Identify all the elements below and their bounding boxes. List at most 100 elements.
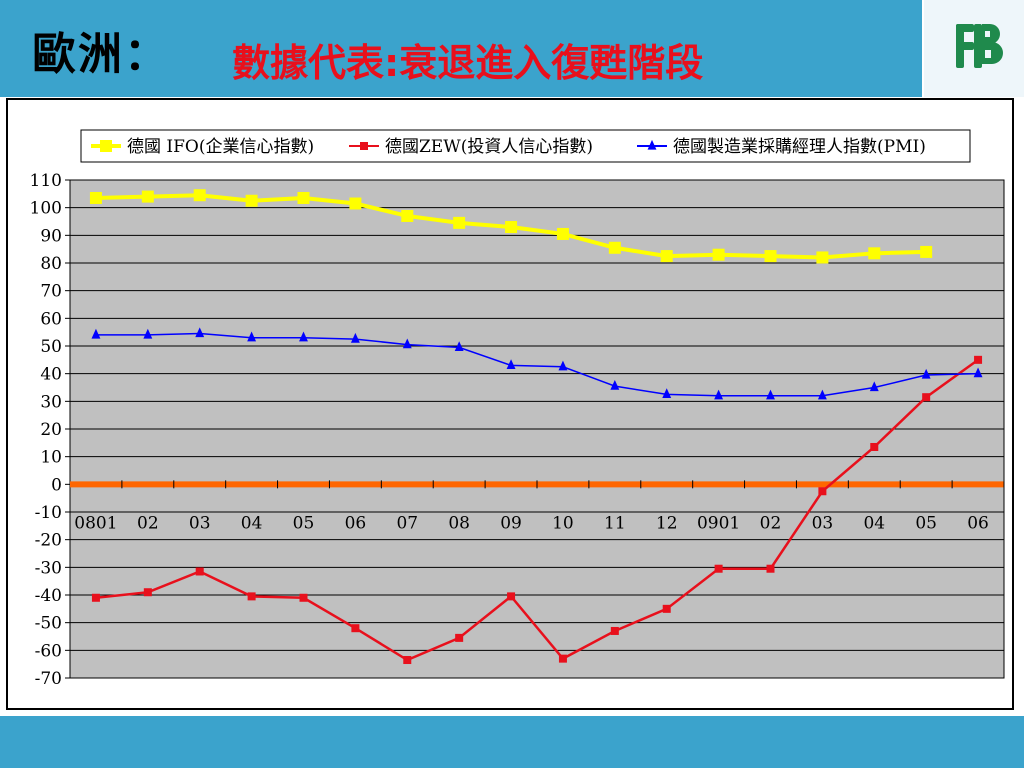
y-tick-label: -70 bbox=[35, 669, 62, 689]
data-point-marker bbox=[299, 593, 308, 602]
data-point-marker bbox=[297, 191, 310, 204]
data-point-marker bbox=[647, 139, 657, 150]
data-point-marker bbox=[660, 250, 673, 263]
data-point-marker bbox=[816, 251, 829, 264]
x-tick-label: 02 bbox=[760, 513, 782, 533]
data-point-marker bbox=[973, 367, 983, 378]
data-point-marker bbox=[247, 592, 256, 601]
y-tick-label: 30 bbox=[40, 392, 62, 412]
data-point-marker bbox=[89, 191, 102, 204]
data-point-marker bbox=[974, 355, 983, 364]
data-point-marker bbox=[455, 633, 464, 642]
data-point-marker bbox=[351, 624, 360, 633]
data-point-marker bbox=[610, 626, 619, 635]
title-bar: 歐洲： 數據代表:衰退進入復甦階段 bbox=[0, 0, 922, 97]
x-tick-label: 12 bbox=[656, 513, 678, 533]
data-point-marker bbox=[349, 197, 362, 210]
data-point-marker bbox=[402, 338, 412, 349]
data-point-marker bbox=[91, 328, 101, 339]
y-tick-label: 90 bbox=[40, 226, 62, 246]
data-point-marker bbox=[350, 332, 360, 343]
data-point-marker bbox=[817, 389, 827, 400]
y-tick-label: 100 bbox=[30, 199, 62, 219]
page-subtitle: 數據代表:衰退進入復甦階段 bbox=[232, 41, 704, 85]
x-tick-label: 09 bbox=[500, 513, 522, 533]
legend-box bbox=[80, 129, 971, 163]
data-point-marker bbox=[505, 221, 518, 234]
y-tick-label: 40 bbox=[40, 365, 62, 385]
data-point-marker bbox=[922, 393, 931, 402]
chart-frame: 110 100 90 80 70 60 50 40 30 20 10 0 -10 -20 -30 -40 -50… bbox=[6, 98, 1014, 710]
y-tick-label: 110 bbox=[30, 171, 62, 191]
data-point-marker bbox=[193, 189, 206, 202]
data-point-marker bbox=[714, 389, 724, 400]
data-point-marker bbox=[869, 381, 879, 392]
legend-entry: 德國製造業採購經理人指數(PMI) bbox=[637, 137, 926, 157]
y-tick-label: 50 bbox=[40, 337, 62, 357]
y-tick-label: -50 bbox=[35, 614, 62, 634]
data-point-marker bbox=[921, 368, 931, 379]
x-tick-label: 07 bbox=[396, 513, 418, 533]
data-point-marker bbox=[195, 567, 204, 576]
data-point-marker bbox=[195, 327, 205, 338]
y-tick-label: 80 bbox=[40, 254, 62, 274]
data-point-marker bbox=[141, 190, 154, 203]
data-point-marker bbox=[714, 564, 723, 573]
data-point-marker bbox=[766, 389, 775, 400]
x-tick-label: 11 bbox=[604, 513, 626, 533]
data-point-marker bbox=[558, 360, 568, 371]
x-tick-label: 06 bbox=[345, 513, 367, 533]
data-point-marker bbox=[506, 359, 516, 370]
data-point-marker bbox=[610, 379, 620, 390]
data-point-marker bbox=[91, 593, 100, 602]
data-point-marker bbox=[920, 245, 933, 258]
data-point-marker bbox=[247, 331, 257, 342]
x-tick-label: 08 bbox=[448, 513, 470, 533]
x-tick-label: 0901 bbox=[697, 513, 740, 533]
series-2 bbox=[91, 355, 983, 665]
x-tick-label: 04 bbox=[241, 513, 263, 533]
logo-panel bbox=[922, 0, 1024, 97]
y-tick-label: 20 bbox=[40, 420, 62, 440]
x-tick-label: 05 bbox=[915, 513, 937, 533]
x-tick-label: 10 bbox=[552, 513, 574, 533]
x-tick-label: 06 bbox=[967, 513, 989, 533]
legend-label: 德國ZEW(投資人信心指數) bbox=[385, 137, 593, 157]
data-point-marker bbox=[401, 209, 414, 222]
data-point-marker bbox=[870, 442, 879, 451]
series-line bbox=[95, 332, 979, 397]
legend-label: 德國製造業採購經理人指數(PMI) bbox=[673, 137, 926, 157]
data-point-marker bbox=[454, 341, 464, 352]
y-tick-label: 10 bbox=[40, 448, 62, 468]
x-tick-label: 0801 bbox=[74, 513, 117, 533]
data-point-marker bbox=[403, 656, 412, 665]
data-point-marker bbox=[453, 216, 466, 229]
data-point-marker bbox=[766, 564, 775, 573]
x-tick-label: 05 bbox=[293, 513, 315, 533]
data-point-marker bbox=[100, 140, 112, 152]
line-chart: 1101009080706050403020100-10-20-30-40-50… bbox=[30, 129, 1005, 689]
data-point-marker bbox=[818, 487, 827, 496]
legend-label: 德國 IFO(企業信心指數) bbox=[127, 137, 314, 157]
y-tick-label: -60 bbox=[35, 641, 62, 661]
data-point-marker bbox=[245, 194, 258, 207]
company-logo-icon bbox=[956, 24, 1003, 68]
legend-entry: 德國ZEW(投資人信心指數) bbox=[349, 137, 593, 157]
data-point-marker bbox=[143, 588, 152, 597]
data-point-marker bbox=[608, 241, 621, 254]
y-tick-label: -30 bbox=[35, 558, 62, 578]
y-tick-label: 0 bbox=[51, 475, 62, 495]
data-point-marker bbox=[662, 388, 672, 399]
x-tick-label: 03 bbox=[189, 513, 211, 533]
y-tick-label: -10 bbox=[35, 503, 62, 523]
data-point-marker bbox=[558, 654, 567, 663]
data-point-marker bbox=[662, 604, 671, 613]
x-tick-label: 03 bbox=[812, 513, 834, 533]
series-1 bbox=[89, 189, 933, 264]
series-3 bbox=[91, 327, 983, 400]
data-point-marker bbox=[556, 227, 569, 240]
data-point-marker bbox=[299, 331, 308, 342]
footer-bar bbox=[0, 716, 1024, 768]
data-point-marker bbox=[360, 142, 368, 150]
data-point-marker bbox=[868, 247, 881, 260]
